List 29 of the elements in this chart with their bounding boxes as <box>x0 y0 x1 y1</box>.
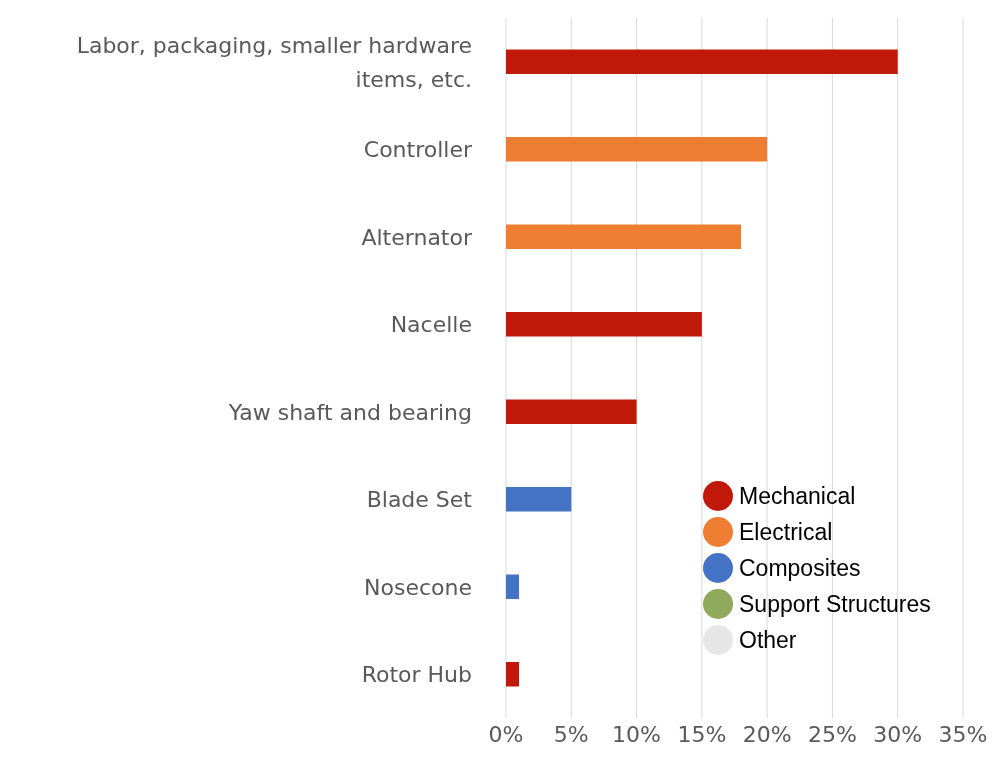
legend-label: Other <box>739 626 797 654</box>
x-tick-label: 20% <box>742 721 792 747</box>
y-tick-label: Yaw shaft and bearing <box>227 399 472 425</box>
y-tick-label: Labor, packaging, smaller hardware items, etc. <box>76 32 472 92</box>
x-tick-label: 5% <box>553 721 589 747</box>
bar <box>506 49 898 74</box>
x-tick-label: 25% <box>807 721 857 747</box>
x-tick-label: 35% <box>938 721 988 747</box>
bar <box>506 574 520 599</box>
bar <box>506 224 742 249</box>
x-tick-label: 0% <box>488 721 524 747</box>
y-tick-label: Rotor Hub <box>361 661 472 687</box>
y-tick-label: Nacelle <box>390 311 472 337</box>
legend-label: Electrical <box>739 518 833 546</box>
bar <box>506 312 702 337</box>
y-tick-label: Blade Set <box>366 486 473 512</box>
y-tick-label: Alternator <box>361 224 473 250</box>
x-tick-label: 15% <box>677 721 727 747</box>
bar <box>506 487 572 512</box>
y-tick-label: Controller <box>363 136 473 162</box>
legend-label: Mechanical <box>739 482 856 510</box>
x-tick-label: 30% <box>873 721 923 747</box>
x-tick-label: 10% <box>612 721 662 747</box>
legend-label: Composites <box>739 554 861 582</box>
bar <box>506 137 768 162</box>
y-tick-label: Nosecone <box>364 574 472 600</box>
legend-label: Support Structures <box>739 590 931 618</box>
bar <box>506 662 520 687</box>
bar <box>506 399 637 424</box>
